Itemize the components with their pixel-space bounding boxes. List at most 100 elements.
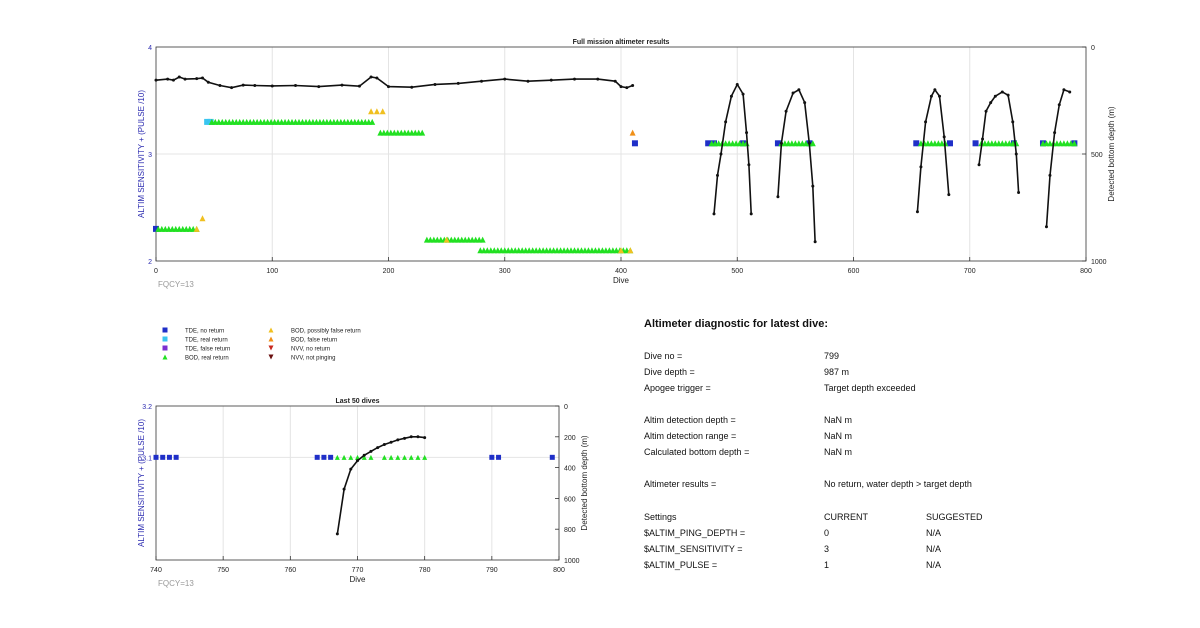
- panel1-depth-point: [1044, 225, 1048, 229]
- panel1-depth-point: [195, 77, 199, 81]
- setting-current: 1: [824, 560, 830, 570]
- panel1-depth-point: [631, 84, 635, 88]
- panel1-y2-axis-label: Detected bottom depth (m): [1107, 106, 1116, 201]
- legend-label: BOD, false return: [291, 338, 337, 344]
- panel1-chart-title: Full mission altimeter results: [573, 39, 670, 46]
- panel1-depth-point: [613, 79, 617, 83]
- diag-label: Dive depth =: [644, 367, 695, 377]
- panel2-marker-tde-no-return: [489, 454, 495, 460]
- diag-label: Altimeter results =: [644, 479, 717, 489]
- settings-header-suggested: SUGGESTED: [926, 512, 983, 522]
- panel1-x-tick-label: 400: [615, 268, 627, 275]
- panel1-depth-point: [596, 77, 600, 81]
- panel1-depth-point: [784, 109, 788, 113]
- panel2-depth-point: [416, 435, 420, 439]
- legend-label: BOD, real return: [185, 356, 229, 362]
- panel2-depth-point: [403, 436, 407, 440]
- panel1-marker-tde-no-return: [631, 140, 638, 147]
- panel2-depth-point: [369, 449, 373, 453]
- diag-value: Target depth exceeded: [824, 383, 916, 393]
- panel1-marker-tde-real-return: [204, 118, 211, 125]
- panel1-depth-point: [807, 141, 811, 145]
- panel1-depth-point: [201, 76, 204, 80]
- panel1-depth-point: [779, 141, 783, 145]
- panel1-depth-point: [938, 94, 942, 98]
- diagnostic-title: Altimeter diagnostic for latest dive:: [644, 318, 828, 330]
- panel1-depth-point: [924, 120, 928, 124]
- panel1-depth-point: [933, 88, 937, 92]
- panel2-x-tick-label: 740: [150, 567, 162, 574]
- panel1-depth-point: [241, 83, 245, 87]
- panel1-depth-point: [549, 78, 553, 82]
- panel2-marker-bod-real-return: [395, 454, 401, 460]
- panel1-y2-tick-label: 0: [1091, 45, 1095, 52]
- panel2-marker-bod-real-return: [422, 454, 428, 460]
- panel1-depth-point: [218, 84, 222, 88]
- settings-header-row: Settings CURRENT SUGGESTED: [644, 512, 1184, 524]
- panel2-y2-tick-label: 200: [564, 435, 576, 442]
- diag-value: No return, water depth > target depth: [824, 479, 972, 489]
- panel1-depth-line: [1045, 88, 1070, 227]
- diag-row-dive-depth: Dive depth = 987 m: [644, 367, 1184, 379]
- panel1-marker-bod-real-return: [479, 236, 486, 243]
- panel2-depth-point: [356, 459, 359, 463]
- panel1-depth-point: [625, 86, 629, 90]
- panel1-marker-bod-possibly-false-return: [618, 247, 624, 254]
- legend-label: NVV, not pinging: [291, 356, 335, 362]
- diag-value: NaN m: [824, 431, 853, 441]
- panel2-marker-bod-real-return: [334, 454, 340, 460]
- diag-row-bottom-depth: Calculated bottom depth = NaN m: [644, 447, 1184, 459]
- panel1-depth-point: [712, 212, 716, 216]
- panel2-depth-point: [342, 487, 346, 491]
- diag-label: Calculated bottom depth =: [644, 447, 750, 457]
- panel1-depth-point: [776, 195, 780, 199]
- panel1-marker-tde-no-return: [946, 140, 953, 147]
- panel1-depth-point: [947, 193, 951, 197]
- diag-value: 987 m: [824, 367, 850, 377]
- panel1-x-tick-label: 300: [499, 268, 511, 275]
- panel1-depth-point: [375, 76, 379, 80]
- panel1-depth-point: [230, 86, 234, 90]
- panel2-marker-bod-real-return: [381, 454, 387, 460]
- setting-name: $ALTIM_PULSE =: [644, 560, 718, 570]
- panel1-depth-point: [1057, 103, 1061, 107]
- panel2-marker-tde-no-return: [314, 454, 320, 460]
- diag-row-dive-no: Dive no = 799: [644, 351, 1184, 363]
- panel1-y2-tick-label: 500: [1091, 152, 1103, 159]
- legend-label: TDE, real return: [185, 338, 228, 344]
- panel2-depth-point: [389, 440, 393, 444]
- diag-value: NaN m: [824, 447, 853, 457]
- panel1-depth-point: [993, 94, 997, 98]
- panel1-depth-point: [183, 77, 187, 81]
- panel1-depth-point: [166, 77, 170, 81]
- panel2-x-tick-label: 770: [352, 567, 364, 574]
- legend-label: TDE, no return: [185, 329, 224, 335]
- panel2-y2-tick-label: 1000: [564, 558, 580, 565]
- panel1-y-axis-label: ALTIM SENSITIVITY + (PULSE /10): [137, 90, 146, 218]
- panel1-x-tick-label: 800: [1080, 268, 1092, 275]
- panel1-depth-point: [294, 84, 297, 88]
- legend-marker-tde-real-return: [162, 336, 168, 342]
- panel1-depth-point: [797, 88, 801, 92]
- legend-marker-nvv-not-pinging: [268, 354, 274, 360]
- panel1-depth-point: [1048, 173, 1052, 177]
- panel2-chart-title: Last 50 dives: [336, 398, 380, 405]
- panel1-depth-line: [777, 88, 816, 242]
- panel1-depth-point: [456, 81, 460, 85]
- panel1-y-tick-label: 4: [148, 45, 152, 52]
- panel2-x-tick-label: 790: [486, 567, 498, 574]
- diag-value: NaN m: [824, 415, 853, 425]
- panel2-y-tick-label: 3.1: [142, 455, 152, 462]
- panel1-x-tick-label: 700: [964, 268, 976, 275]
- panel2-depth-point: [409, 435, 413, 439]
- diag-row-apogee-trigger: Apogee trigger = Target depth exceeded: [644, 383, 1184, 395]
- panel2-footnote: FQCY=13: [158, 579, 194, 588]
- setting-suggested: N/A: [926, 528, 942, 538]
- panel1-x-tick-label: 600: [848, 268, 860, 275]
- panel1-depth-point: [724, 120, 728, 124]
- panel1-marker-tde-no-return: [774, 140, 781, 147]
- panel2-marker-tde-no-return: [173, 454, 179, 460]
- panel1-depth-point: [317, 85, 321, 89]
- panel1-depth-point: [526, 79, 530, 83]
- setting-suggested: N/A: [926, 560, 942, 570]
